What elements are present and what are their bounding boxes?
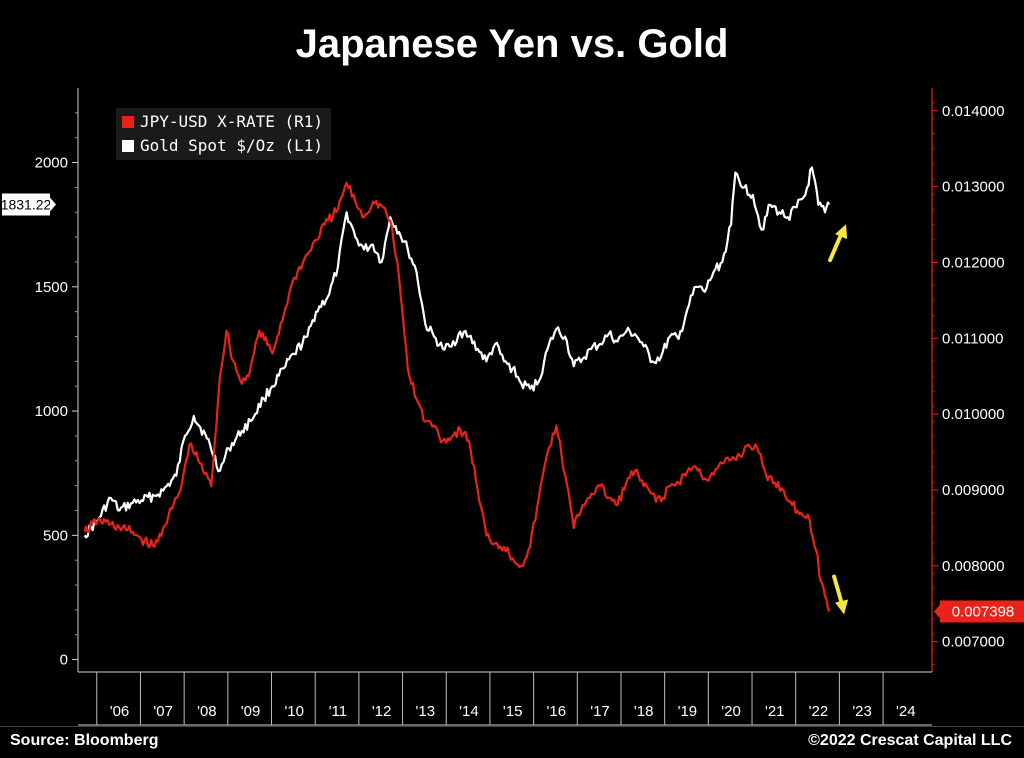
y-left-tick-label: 1500 <box>35 279 68 296</box>
y-right-tick-label: 0.013000 <box>942 179 1005 196</box>
down-arrow-shaft <box>832 574 845 607</box>
x-tick-label: '15 <box>503 703 523 720</box>
footer: Source: Bloomberg ©2022 Crescat Capital … <box>0 726 1024 758</box>
x-tick-label: '07 <box>153 703 173 720</box>
y-right-tick-label: 0.009000 <box>942 482 1005 499</box>
y-left-tick-label: 2000 <box>35 155 68 172</box>
y-right-tick-label: 0.008000 <box>942 558 1005 575</box>
y-left-tick-label: 0 <box>60 652 68 669</box>
x-tick-label: '20 <box>721 703 741 720</box>
x-tick-label: '09 <box>241 703 261 720</box>
gold-last-value-label: 1831.22 <box>1 196 52 212</box>
y-right-tick-label: 0.007000 <box>942 634 1005 651</box>
y-left-tick-label: 1000 <box>35 403 68 420</box>
x-tick-label: '12 <box>372 703 392 720</box>
y-right-tick-label: 0.011000 <box>942 330 1003 347</box>
up-arrow-shaft <box>828 230 845 263</box>
x-tick-label: '17 <box>590 703 610 720</box>
chart-legend: JPY-USD X-RATE (R1) Gold Spot $/Oz (L1) <box>116 108 332 160</box>
x-tick-label: '24 <box>896 703 916 720</box>
x-tick-label: '06 <box>110 703 130 720</box>
x-tick-label: '14 <box>459 703 479 720</box>
copyright-label: ©2022 Crescat Capital LLC <box>808 732 1012 749</box>
y-right-tick-label: 0.014000 <box>942 103 1005 120</box>
x-tick-label: '08 <box>197 703 217 720</box>
chart-title: Japanese Yen vs. Gold <box>295 22 729 66</box>
jpy-last-value-pointer <box>934 604 940 619</box>
gold-last-value-box <box>2 193 50 216</box>
down-arrow-head <box>835 599 849 615</box>
source-label: Source: Bloomberg <box>10 732 159 749</box>
jpy-last-value-label: 0.007398 <box>952 603 1015 620</box>
up-arrow-head <box>835 224 848 240</box>
legend-entry-gold: Gold Spot $/Oz (L1) <box>122 134 323 158</box>
y-right-tick-label: 0.010000 <box>942 406 1005 423</box>
gold-series-line <box>83 166 831 539</box>
x-tick-label: '10 <box>284 703 304 720</box>
x-tick-label: '22 <box>809 703 829 720</box>
legend-swatch-gold <box>122 140 134 152</box>
y-left-tick-label: 500 <box>43 527 68 544</box>
x-tick-label: '23 <box>852 703 872 720</box>
x-tick-label: '18 <box>634 703 654 720</box>
x-tick-label: '16 <box>547 703 567 720</box>
jpy-series-line <box>83 181 831 612</box>
legend-entry-jpy: JPY-USD X-RATE (R1) <box>122 110 323 134</box>
gold-last-value-pointer <box>50 197 56 212</box>
x-tick-label: '13 <box>415 703 435 720</box>
legend-label-jpy: JPY-USD X-RATE (R1) <box>140 112 324 131</box>
y-right-tick-label: 0.012000 <box>942 254 1005 271</box>
x-tick-label: '19 <box>678 703 698 720</box>
legend-swatch-jpy <box>122 116 134 128</box>
jpy-last-value-box <box>940 600 1024 623</box>
legend-label-gold: Gold Spot $/Oz (L1) <box>140 136 324 155</box>
x-tick-label: '11 <box>329 703 347 720</box>
x-tick-label: '21 <box>765 703 785 720</box>
